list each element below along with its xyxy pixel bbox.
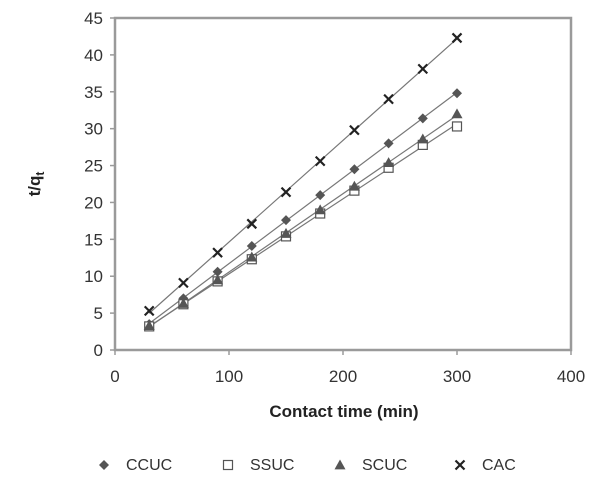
point-ccuc (315, 190, 326, 201)
y-axis-title-sub: t (33, 172, 47, 176)
point-scuc (280, 227, 292, 238)
data-points (143, 32, 463, 332)
x-tick-label: 100 (215, 367, 243, 386)
point-ccuc (212, 266, 223, 277)
trendlines (148, 38, 458, 328)
x-marker-stroke (178, 277, 189, 289)
axes: 0 100 200 300 400 0 5 10 15 20 25 30 35 40 45 (84, 9, 585, 386)
y-tick-label: 0 (94, 341, 103, 360)
x-marker-stroke (349, 124, 360, 136)
point-cac (246, 218, 258, 230)
legend-marker-ccuc (99, 460, 109, 470)
point-ccuc (349, 164, 360, 175)
y-tick-label: 15 (84, 230, 103, 249)
legend-label-ssuc: SSUC (250, 457, 294, 474)
legend-marker-scuc (334, 459, 346, 470)
y-tick-label: 20 (84, 193, 103, 212)
point-cac (212, 247, 223, 258)
point-cac (280, 186, 292, 198)
point-scuc (383, 157, 395, 168)
point-cac (451, 32, 463, 44)
x-marker-stroke (314, 155, 326, 167)
point-ssuc (451, 121, 463, 132)
point-scuc (348, 180, 360, 191)
point-scuc (143, 320, 155, 331)
legend: CCUC SSUC SCUC CAC (99, 457, 516, 474)
point-cac (178, 277, 189, 289)
x-tick-label: 200 (329, 367, 357, 386)
y-tick-label: 35 (84, 83, 103, 102)
legend-marker-ssuc (222, 459, 234, 471)
y-tick-label: 30 (84, 120, 103, 139)
legend-label-scuc: SCUC (362, 457, 407, 474)
x-marker-stroke (454, 459, 466, 471)
y-tick-label: 10 (84, 267, 103, 286)
trendline-ccuc (148, 91, 458, 324)
x-marker-stroke (246, 218, 258, 230)
point-scuc (451, 108, 463, 119)
trendline-cac (148, 38, 458, 314)
trendline-ssuc (148, 123, 458, 327)
y-tick-label: 5 (94, 304, 103, 323)
point-cac (417, 63, 429, 75)
point-scuc (417, 133, 429, 144)
x-marker-stroke (212, 247, 223, 258)
point-cac (383, 93, 394, 105)
x-tick-label: 300 (443, 367, 471, 386)
x-marker-stroke (280, 186, 292, 198)
x-marker-stroke (417, 63, 429, 75)
point-ccuc (452, 88, 462, 99)
x-marker-stroke (451, 32, 463, 44)
point-cac (314, 155, 326, 167)
point-ccuc (383, 138, 394, 149)
y-tick-label: 25 (84, 157, 103, 176)
point-scuc (314, 204, 326, 215)
x-marker-stroke (143, 305, 155, 317)
y-tick-label: 40 (84, 46, 103, 65)
legend-label-cac: CAC (482, 457, 516, 474)
point-scuc (246, 251, 258, 262)
x-tick-label: 400 (557, 367, 585, 386)
point-scuc (177, 298, 189, 308)
point-ccuc (417, 113, 428, 124)
x-marker-stroke (383, 93, 394, 105)
y-axis-title-main: t/q (25, 176, 44, 197)
x-tick-label: 0 (110, 367, 119, 386)
trendline-scuc (148, 114, 458, 328)
y-tick-label: 45 (84, 9, 103, 28)
x-axis-title: Contact time (min) (269, 402, 418, 421)
legend-label-ccuc: CCUC (126, 457, 172, 474)
y-axis-title: t/qt (25, 172, 47, 197)
point-ccuc (281, 215, 291, 226)
point-cac (349, 124, 360, 136)
plot-border (113, 16, 573, 352)
point-ccuc (246, 240, 257, 251)
point-cac (143, 305, 155, 317)
legend-marker-cac (454, 459, 466, 471)
point-scuc (212, 274, 224, 285)
